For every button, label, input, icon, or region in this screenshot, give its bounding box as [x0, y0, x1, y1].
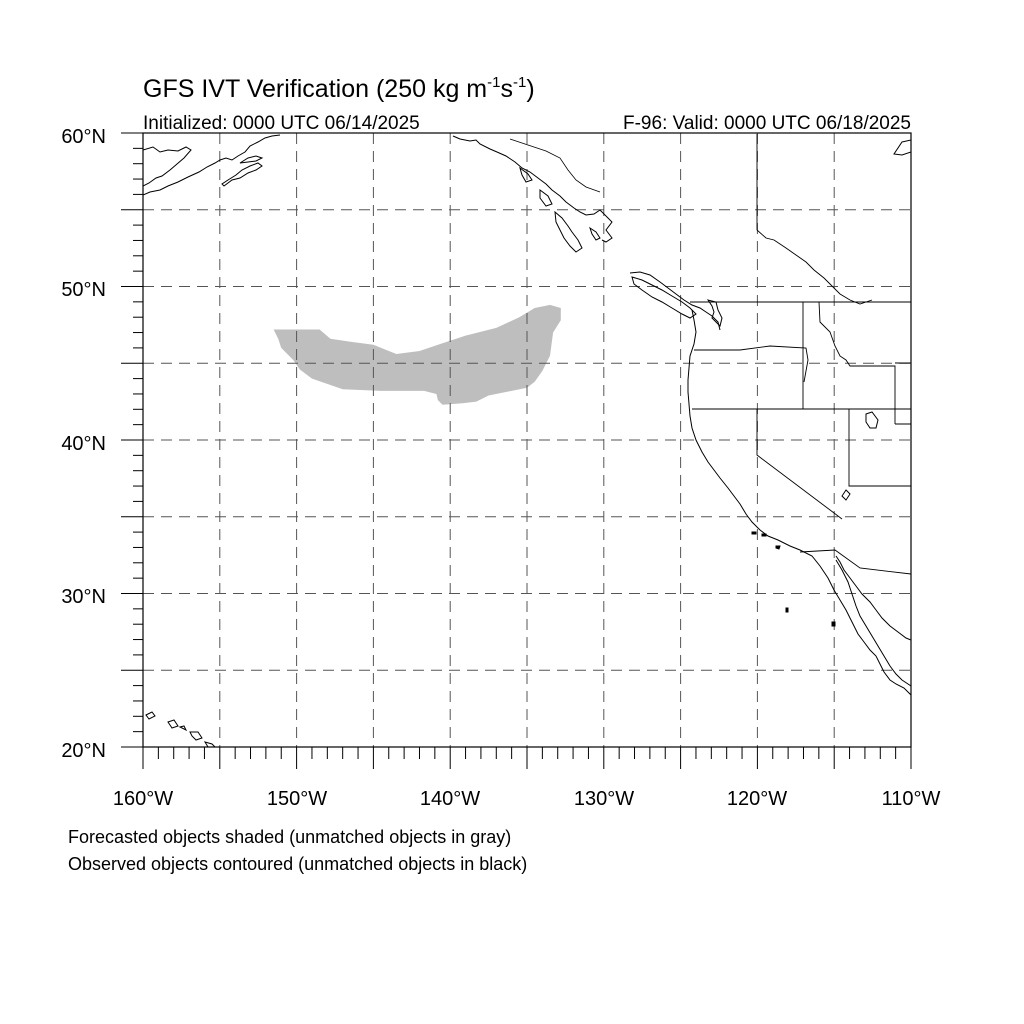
- forecast-object-unmatched: [273, 304, 561, 405]
- lakes: [841, 411, 879, 501]
- axis-ticks: [121, 132, 912, 769]
- title-close: ): [526, 75, 534, 103]
- footnote-forecast: Forecasted objects shaded (unmatched obj…: [68, 827, 511, 847]
- hawaii-islands: [145, 711, 216, 747]
- lon-label-110w: 110°W: [882, 788, 941, 810]
- puget-sound: [706, 299, 723, 327]
- west-coast-coastline: [629, 271, 911, 696]
- map-area: [143, 133, 911, 747]
- map-frame: [142, 132, 912, 748]
- alaska-islands: [221, 139, 911, 253]
- alaska-coastline: [143, 134, 613, 243]
- latitude-labels: 60°N 50°N 40°N 30°N 20°N: [61, 126, 106, 762]
- lon-label-160w: 160°W: [113, 788, 173, 810]
- lon-label-130w: 130°W: [574, 788, 634, 810]
- gridlines: [143, 133, 911, 747]
- lon-label-140w: 140°W: [420, 788, 480, 810]
- lat-label-30n: 30°N: [61, 586, 106, 608]
- footnote-observed: Observed objects contoured (unmatched ob…: [68, 854, 527, 874]
- figure-title: GFS IVT Verification (250 kg m-1s-1): [143, 74, 535, 103]
- baja-inner-coast: [835, 559, 911, 687]
- state-national-borders: [690, 134, 911, 575]
- lat-label-40n: 40°N: [61, 433, 106, 455]
- title-s: s: [500, 75, 513, 103]
- title-sup-2: -1: [513, 74, 526, 91]
- lat-label-20n: 20°N: [61, 740, 106, 762]
- lat-label-50n: 50°N: [61, 279, 106, 301]
- longitude-labels: 160°W 150°W 140°W 130°W 120°W 110°W: [113, 788, 941, 810]
- lon-label-120w: 120°W: [727, 788, 787, 810]
- init-time-label: Initialized: 0000 UTC 06/14/2025: [143, 113, 420, 134]
- coastal-islands: [751, 531, 836, 627]
- title-main: GFS IVT Verification (250 kg m: [143, 75, 487, 103]
- vancouver-island: [631, 276, 697, 319]
- canada-alaska-border: [509, 138, 601, 193]
- lon-label-150w: 150°W: [267, 788, 327, 810]
- title-sup-1: -1: [487, 74, 500, 91]
- lat-label-60n: 60°N: [61, 126, 106, 148]
- valid-time-label: F-96: Valid: 0000 UTC 06/18/2025: [623, 113, 911, 134]
